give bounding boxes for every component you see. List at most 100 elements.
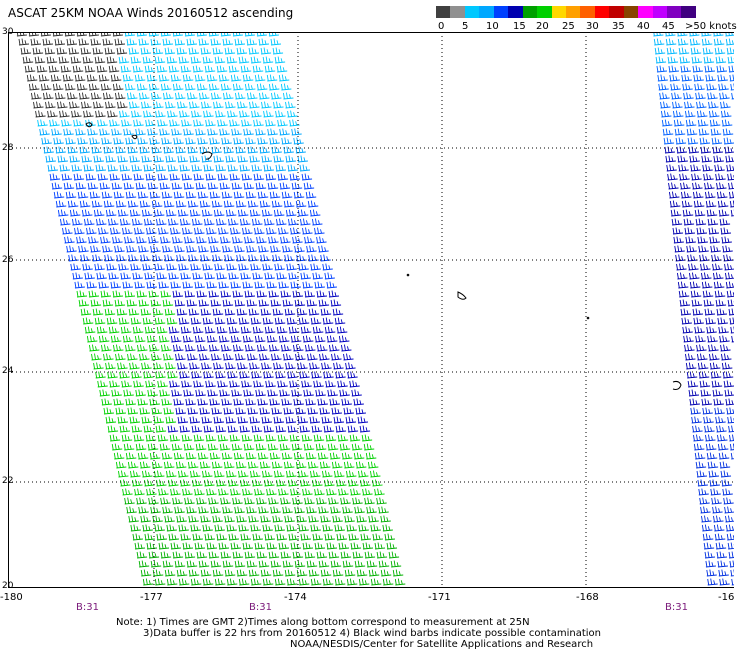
wind-barb [295, 407, 306, 415]
wind-barb [234, 38, 246, 46]
wind-barb [264, 479, 275, 487]
wind-barb [224, 515, 235, 523]
wind-barb [107, 110, 118, 118]
wind-barb [244, 344, 256, 352]
wind-barb [703, 416, 714, 424]
wind-barb [353, 452, 365, 460]
wind-barb [240, 533, 251, 541]
wind-barb [313, 434, 325, 442]
wind-barb [361, 434, 373, 442]
wind-barb [728, 191, 734, 199]
wind-barb [82, 317, 94, 325]
wind-barb [66, 38, 78, 46]
wind-barb [120, 479, 131, 487]
wind-barb [136, 551, 148, 559]
wind-barb [235, 461, 247, 469]
wind-barb [689, 32, 700, 37]
wind-barb [80, 308, 92, 316]
wind-barb [249, 101, 260, 109]
scale-swatch [623, 6, 639, 18]
wind-barb [62, 74, 74, 82]
wind-barb [98, 335, 110, 343]
wind-barb [296, 254, 307, 262]
wind-barb [327, 443, 339, 451]
wind-barb [704, 182, 715, 190]
wind-barb [312, 479, 323, 487]
wind-barb [254, 488, 265, 496]
wind-barb [175, 146, 186, 154]
wind-barb [82, 56, 94, 64]
wind-barb [214, 317, 226, 325]
wind-barb [107, 371, 118, 379]
wind-barb [261, 362, 272, 370]
wind-barb [65, 137, 76, 145]
wind-barb [232, 344, 244, 352]
wind-barb [285, 416, 297, 424]
wind-barb [108, 272, 119, 280]
wind-barb [713, 281, 725, 289]
wind-barb [716, 425, 727, 433]
wind-barb [24, 65, 36, 73]
lat-label-20: 20 [2, 581, 14, 591]
wind-barb [228, 479, 239, 487]
wind-barb [704, 425, 715, 433]
wind-barb [207, 443, 219, 451]
wind-barb [234, 92, 246, 100]
wind-barb [238, 263, 249, 271]
wind-barb [124, 497, 135, 505]
wind-barb [362, 542, 374, 550]
wind-barb [215, 371, 226, 379]
wind-barb [679, 173, 690, 181]
wind-barb [289, 119, 300, 127]
wind-barb [134, 281, 145, 289]
wind-barb [717, 560, 728, 568]
wind-barb [200, 569, 212, 577]
wind-barb [721, 236, 732, 244]
wind-barb [38, 74, 50, 82]
wind-barb [216, 479, 227, 487]
wind-barb [295, 461, 307, 469]
wind-barb [263, 164, 275, 172]
wind-barb [191, 110, 202, 118]
wind-barb [190, 524, 201, 532]
wind-barb [700, 506, 711, 514]
wind-barb [712, 389, 724, 397]
wind-barb [222, 245, 233, 253]
wind-barb [305, 452, 317, 460]
wind-barb [220, 83, 232, 91]
wind-barb [231, 128, 242, 136]
wind-barb [303, 443, 315, 451]
wind-barb [150, 245, 161, 253]
wind-barb [141, 155, 152, 163]
wind-barb [359, 425, 371, 433]
wind-barb [153, 416, 165, 424]
wind-barb [713, 38, 725, 46]
wind-barb [248, 515, 259, 523]
wind-barb [668, 182, 679, 190]
wind-barb [241, 119, 252, 127]
wind-barb [152, 515, 163, 523]
wind-barb [190, 470, 201, 478]
wind-barb [729, 317, 734, 325]
wind-barb [110, 281, 121, 289]
wind-barb [248, 308, 260, 316]
wind-barb [288, 479, 299, 487]
wind-barb [717, 200, 729, 208]
wind-barb [299, 425, 311, 433]
wind-barb [186, 506, 197, 514]
wind-barb [696, 344, 707, 352]
wind-barb [268, 551, 280, 559]
wind-barb [314, 335, 326, 343]
wind-barb [669, 200, 681, 208]
wind-barb [302, 281, 313, 289]
wind-barb [108, 65, 120, 73]
wind-barb [151, 461, 163, 469]
wind-barb [204, 272, 215, 280]
wind-barb [156, 326, 168, 334]
wind-barb [333, 362, 344, 370]
wind-barb [722, 245, 733, 253]
wind-barb [653, 32, 664, 37]
wind-barb [30, 38, 42, 46]
wind-barb [186, 92, 198, 100]
wind-barb [160, 551, 172, 559]
